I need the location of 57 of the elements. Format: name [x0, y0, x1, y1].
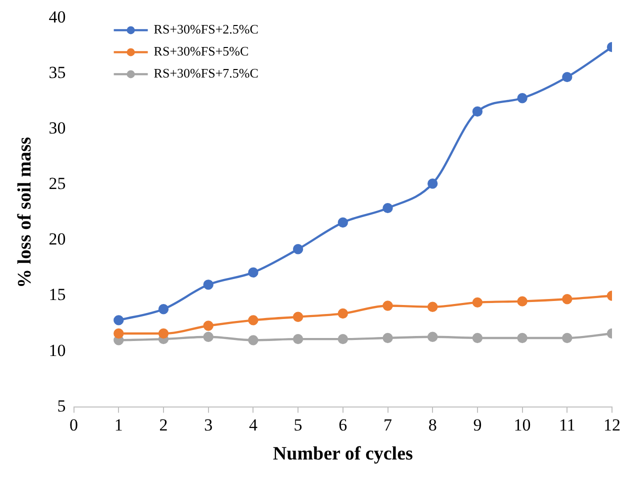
x-tick-label: 10 [514, 415, 531, 434]
point [338, 217, 348, 228]
y-tick-label: 5 [57, 396, 66, 416]
x-tick-label: 12 [604, 415, 620, 434]
y-tick-label: 25 [48, 174, 66, 194]
x-tick-label: 9 [473, 415, 482, 434]
point [158, 304, 169, 314]
point [382, 202, 393, 214]
y-tick-label: 35 [48, 63, 66, 82]
point [517, 296, 528, 306]
y-tick-label: 30 [48, 118, 66, 138]
point [428, 302, 438, 312]
point [203, 280, 214, 290]
x-tick-label: 0 [70, 415, 78, 434]
point [114, 315, 124, 326]
legend-label: RS+30%FS+2.5%C [154, 22, 258, 37]
y-tick-label: 40 [48, 8, 66, 27]
y-axis-title: % loss of soil mass [14, 137, 36, 288]
x-tick-label: 6 [338, 415, 348, 434]
x-tick-label: 2 [159, 415, 168, 434]
point [338, 308, 348, 319]
point [248, 315, 258, 326]
point [158, 328, 169, 339]
y-tick-label: 15 [48, 285, 66, 304]
x-tick-label: 5 [294, 415, 302, 434]
x-tick-label: 11 [558, 415, 576, 434]
x-tick-label: 1 [114, 415, 123, 434]
point [472, 297, 483, 308]
x-axis-title: Number of cycles [272, 444, 413, 465]
point [203, 320, 214, 331]
point [292, 334, 304, 344]
point [382, 332, 393, 344]
point [517, 332, 528, 344]
point [562, 332, 572, 344]
point [562, 72, 572, 82]
point [428, 178, 438, 189]
point [338, 334, 348, 344]
point [248, 335, 258, 346]
x-tick-label: 7 [384, 415, 392, 434]
point [472, 106, 483, 117]
point [428, 332, 438, 342]
point [517, 93, 528, 104]
point [248, 267, 258, 278]
x-tick-label: 8 [428, 415, 437, 434]
legend-label: RS+30%FS+5%C [154, 44, 249, 59]
point [562, 294, 572, 304]
x-tick-label: 3 [204, 415, 213, 434]
point [472, 332, 483, 344]
point [382, 300, 393, 311]
point [203, 332, 214, 342]
legend-label: RS+30%FS+7.5%C [154, 66, 258, 81]
y-tick-label: 10 [48, 340, 66, 360]
point [292, 244, 304, 254]
x-tick-label: 4 [248, 415, 258, 434]
point [114, 328, 124, 339]
point [292, 312, 304, 322]
y-tick-label: 20 [48, 230, 66, 249]
